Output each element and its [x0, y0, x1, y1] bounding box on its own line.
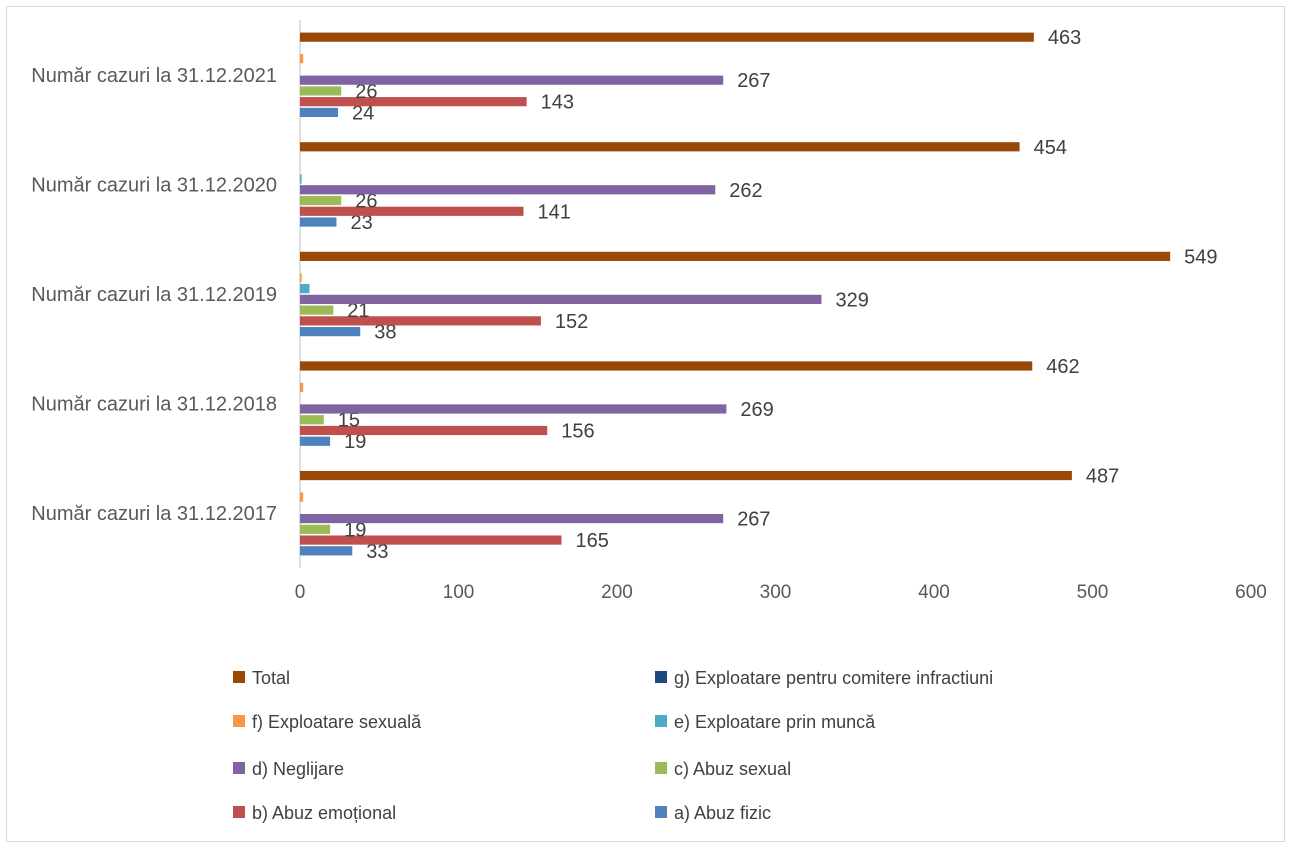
bar: [300, 54, 304, 64]
bar: [300, 273, 302, 283]
data-label: 143: [541, 92, 574, 114]
bar: [300, 217, 337, 227]
legend-swatch: [233, 762, 245, 774]
x-tick-label: 200: [601, 582, 633, 603]
bar: [300, 492, 304, 502]
bar: [300, 535, 562, 545]
legend-entry: a) Abuz fizic: [674, 803, 771, 823]
bar: [300, 470, 1072, 481]
data-label: 463: [1048, 27, 1081, 49]
bar: [300, 251, 1171, 261]
legend-entry: f) Exploatare sexuală: [252, 712, 422, 732]
bar: [300, 294, 822, 304]
data-label: 152: [555, 311, 588, 333]
data-label: 156: [561, 420, 594, 442]
bar: [300, 206, 524, 216]
bar: [300, 284, 310, 294]
bar: [300, 425, 548, 436]
bar: [300, 142, 1020, 152]
legend-swatch: [233, 671, 245, 683]
data-label: 21: [347, 300, 369, 322]
bar: [300, 86, 342, 96]
legend-swatch: [655, 806, 667, 818]
data-label: 267: [737, 509, 770, 531]
bar: [300, 513, 724, 524]
x-tick-label: 0: [295, 582, 306, 603]
data-label: 165: [576, 530, 609, 552]
data-label: 26: [355, 191, 377, 213]
bar: [300, 327, 361, 337]
legend-entry: b) Abuz emoțional: [252, 803, 396, 823]
legend-swatch: [233, 715, 245, 727]
bar: [300, 404, 727, 414]
data-label: 19: [344, 431, 366, 453]
data-label: 19: [344, 519, 366, 541]
bar: [300, 546, 353, 556]
x-tick-label: 300: [760, 582, 792, 603]
bar: [300, 305, 334, 315]
legend-swatch: [655, 715, 667, 727]
bar: [300, 436, 331, 446]
bar: [300, 107, 339, 118]
bar: [300, 382, 304, 393]
legend-entry: e) Exploatare prin muncă: [674, 712, 876, 732]
bar: [300, 361, 1033, 371]
data-label: 269: [740, 399, 773, 421]
bar: [300, 32, 1034, 42]
legend-swatch: [233, 806, 245, 818]
legend-swatch: [655, 671, 667, 683]
data-label: 141: [537, 201, 570, 223]
chart-frame: [6, 6, 1285, 842]
data-label: 15: [338, 410, 360, 432]
data-label: 33: [366, 541, 388, 563]
legend-entry: g) Exploatare pentru comitere infractiun…: [674, 668, 993, 688]
data-label: 487: [1086, 466, 1119, 488]
data-label: 23: [350, 212, 372, 234]
data-label: 454: [1034, 137, 1067, 159]
bar: [300, 174, 302, 184]
bar: [300, 195, 342, 206]
bar: [300, 185, 716, 195]
category-label: Număr cazuri la 31.12.2019: [31, 284, 277, 306]
category-label: Număr cazuri la 31.12.2020: [31, 174, 277, 196]
data-label: 329: [835, 289, 868, 311]
bar: [300, 75, 724, 85]
x-tick-label: 400: [918, 582, 950, 603]
data-label: 24: [352, 102, 374, 124]
legend-swatch: [655, 762, 667, 774]
legend-entry: d) Neglijare: [252, 759, 344, 779]
data-label: 26: [355, 81, 377, 103]
data-label: 262: [729, 180, 762, 202]
x-tick-label: 100: [443, 582, 475, 603]
legend-entry: c) Abuz sexual: [674, 759, 791, 779]
category-label: Număr cazuri la 31.12.2017: [31, 503, 277, 525]
bar: [300, 524, 331, 534]
bar: [300, 415, 324, 425]
data-label: 462: [1046, 356, 1079, 378]
x-tick-label: 500: [1077, 582, 1109, 603]
bar: [300, 97, 527, 107]
x-tick-label: 600: [1235, 582, 1267, 603]
data-label: 267: [737, 70, 770, 92]
category-label: Număr cazuri la 31.12.2021: [31, 65, 277, 87]
bar: [300, 316, 541, 326]
data-label: 549: [1184, 246, 1217, 268]
data-label: 38: [374, 322, 396, 344]
category-label: Număr cazuri la 31.12.2018: [31, 394, 277, 416]
legend-entry: Total: [252, 668, 290, 688]
